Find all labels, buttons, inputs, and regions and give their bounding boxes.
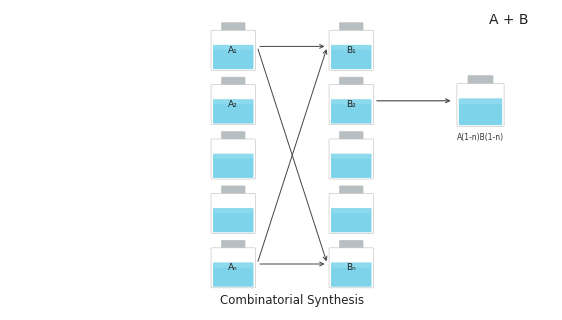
FancyBboxPatch shape [213, 263, 253, 268]
FancyBboxPatch shape [211, 248, 255, 288]
Text: B₂: B₂ [346, 100, 356, 109]
FancyBboxPatch shape [221, 186, 245, 195]
FancyBboxPatch shape [339, 23, 363, 31]
FancyBboxPatch shape [329, 139, 373, 179]
FancyBboxPatch shape [0, 0, 216, 320]
FancyBboxPatch shape [213, 154, 253, 159]
FancyBboxPatch shape [221, 132, 245, 140]
FancyBboxPatch shape [332, 263, 371, 268]
Text: A₁: A₁ [228, 46, 238, 55]
FancyBboxPatch shape [329, 248, 373, 288]
Text: A(1-n)B(1-n): A(1-n)B(1-n) [457, 133, 504, 142]
Text: A₂: A₂ [228, 100, 238, 109]
FancyBboxPatch shape [339, 240, 363, 249]
FancyBboxPatch shape [339, 132, 363, 140]
FancyBboxPatch shape [213, 45, 253, 69]
FancyBboxPatch shape [221, 240, 245, 249]
FancyBboxPatch shape [459, 99, 502, 104]
FancyBboxPatch shape [331, 99, 371, 124]
FancyBboxPatch shape [332, 154, 371, 159]
Text: B₁: B₁ [346, 46, 356, 55]
FancyBboxPatch shape [339, 77, 363, 86]
Text: A + B: A + B [489, 13, 528, 27]
FancyBboxPatch shape [213, 100, 253, 104]
FancyBboxPatch shape [213, 208, 253, 232]
FancyBboxPatch shape [329, 30, 373, 70]
FancyBboxPatch shape [213, 262, 253, 287]
FancyBboxPatch shape [211, 139, 255, 179]
FancyBboxPatch shape [459, 99, 502, 125]
FancyBboxPatch shape [213, 99, 253, 124]
Text: Combinatorial Synthesis: Combinatorial Synthesis [220, 294, 364, 307]
FancyBboxPatch shape [213, 154, 253, 178]
FancyBboxPatch shape [221, 77, 245, 86]
Text: Bₙ: Bₙ [346, 263, 356, 272]
FancyBboxPatch shape [211, 84, 255, 124]
Text: Aₙ: Aₙ [228, 263, 238, 272]
FancyBboxPatch shape [332, 100, 371, 104]
FancyBboxPatch shape [331, 262, 371, 287]
FancyBboxPatch shape [457, 84, 504, 126]
FancyBboxPatch shape [329, 193, 373, 234]
FancyBboxPatch shape [213, 208, 253, 213]
FancyBboxPatch shape [339, 186, 363, 195]
FancyBboxPatch shape [213, 45, 253, 50]
FancyBboxPatch shape [468, 76, 493, 85]
FancyBboxPatch shape [331, 154, 371, 178]
FancyBboxPatch shape [331, 45, 371, 69]
FancyBboxPatch shape [332, 208, 371, 213]
FancyBboxPatch shape [332, 45, 371, 50]
FancyBboxPatch shape [331, 208, 371, 232]
FancyBboxPatch shape [221, 23, 245, 31]
FancyBboxPatch shape [211, 193, 255, 234]
FancyBboxPatch shape [211, 30, 255, 70]
FancyBboxPatch shape [329, 84, 373, 124]
